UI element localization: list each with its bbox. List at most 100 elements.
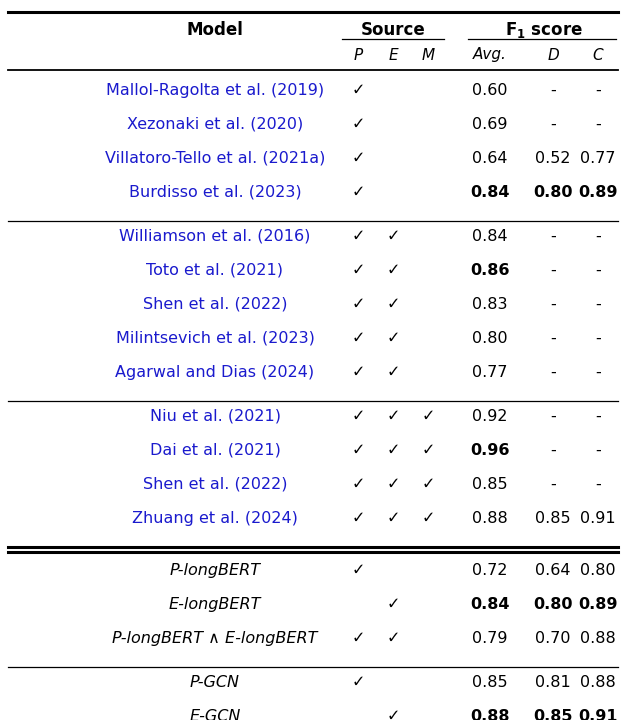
Text: ✓: ✓ [351,263,365,278]
Text: P-GCN: P-GCN [190,675,240,690]
Text: 0.70: 0.70 [535,631,571,646]
Text: Shen et al. (2022): Shen et al. (2022) [143,477,287,492]
Text: 0.69: 0.69 [472,117,508,132]
Text: P-longBERT ∧ E-longBERT: P-longBERT ∧ E-longBERT [112,631,317,646]
Text: ✓: ✓ [421,409,434,424]
Text: 0.91: 0.91 [578,709,618,720]
Text: -: - [595,443,601,458]
Text: Williamson et al. (2016): Williamson et al. (2016) [120,229,310,244]
Text: -: - [550,409,556,424]
Text: ✓: ✓ [351,409,365,424]
Text: E: E [388,48,398,63]
Text: ✓: ✓ [386,365,399,380]
Text: -: - [595,229,601,244]
Text: Toto et al. (2021): Toto et al. (2021) [146,263,284,278]
Text: ✓: ✓ [351,331,365,346]
Text: 0.88: 0.88 [472,511,508,526]
Text: ✓: ✓ [351,151,365,166]
Text: ✓: ✓ [351,563,365,578]
Text: 0.80: 0.80 [580,563,616,578]
Text: M: M [421,48,434,63]
Text: ✓: ✓ [421,477,434,492]
Text: -: - [595,331,601,346]
Text: 0.84: 0.84 [470,185,510,200]
Text: Milintsevich et al. (2023): Milintsevich et al. (2023) [116,331,314,346]
Text: ✓: ✓ [386,597,399,612]
Text: ✓: ✓ [351,83,365,98]
Text: ✓: ✓ [386,229,399,244]
Text: C: C [593,48,603,63]
Text: ✓: ✓ [386,297,399,312]
Text: Avg.: Avg. [473,48,507,63]
Text: Model: Model [187,21,244,39]
Text: ✓: ✓ [351,117,365,132]
Text: ✓: ✓ [386,263,399,278]
Text: 0.88: 0.88 [580,675,616,690]
Text: 0.89: 0.89 [578,597,618,612]
Text: ✓: ✓ [386,477,399,492]
Text: -: - [550,229,556,244]
Text: -: - [550,263,556,278]
Text: 0.84: 0.84 [470,597,510,612]
Text: ✓: ✓ [351,365,365,380]
Text: 0.85: 0.85 [472,675,508,690]
Text: ✓: ✓ [351,229,365,244]
Text: Niu et al. (2021): Niu et al. (2021) [150,409,280,424]
Text: Xezonaki et al. (2020): Xezonaki et al. (2020) [127,117,303,132]
Text: ✓: ✓ [351,511,365,526]
Text: Mallol-Ragolta et al. (2019): Mallol-Ragolta et al. (2019) [106,83,324,98]
Text: 0.88: 0.88 [580,631,616,646]
Text: 0.64: 0.64 [535,563,571,578]
Text: ✓: ✓ [351,297,365,312]
Text: ✓: ✓ [386,409,399,424]
Text: Source: Source [361,21,426,39]
Text: -: - [550,331,556,346]
Text: 0.72: 0.72 [472,563,508,578]
Text: -: - [595,263,601,278]
Text: -: - [595,477,601,492]
Text: 0.80: 0.80 [472,331,508,346]
Text: -: - [550,83,556,98]
Text: Zhuang et al. (2024): Zhuang et al. (2024) [132,511,298,526]
Text: 0.80: 0.80 [533,597,573,612]
Text: -: - [595,117,601,132]
Text: Burdisso et al. (2023): Burdisso et al. (2023) [129,185,301,200]
Text: ✓: ✓ [386,511,399,526]
Text: -: - [595,83,601,98]
Text: ✓: ✓ [386,709,399,720]
Text: E-longBERT: E-longBERT [169,597,261,612]
Text: Shen et al. (2022): Shen et al. (2022) [143,297,287,312]
Text: ✓: ✓ [351,185,365,200]
Text: 0.52: 0.52 [535,151,571,166]
Text: 0.85: 0.85 [535,511,571,526]
Text: 0.85: 0.85 [472,477,508,492]
Text: 0.96: 0.96 [470,443,510,458]
Text: ✓: ✓ [386,631,399,646]
Text: ✓: ✓ [386,443,399,458]
Text: $\mathbf{F_1}$ score: $\mathbf{F_1}$ score [505,20,583,40]
Text: 0.84: 0.84 [472,229,508,244]
Text: 0.64: 0.64 [472,151,508,166]
Text: 0.89: 0.89 [578,185,618,200]
Text: 0.86: 0.86 [470,263,510,278]
Text: ✓: ✓ [421,443,434,458]
Text: Agarwal and Dias (2024): Agarwal and Dias (2024) [115,365,314,380]
Text: -: - [550,477,556,492]
Text: E-GCN: E-GCN [189,709,240,720]
Text: 0.91: 0.91 [580,511,616,526]
Text: -: - [595,297,601,312]
Text: -: - [550,365,556,380]
Text: -: - [550,443,556,458]
Text: -: - [595,365,601,380]
Text: ✓: ✓ [351,675,365,690]
Text: 0.79: 0.79 [472,631,508,646]
Text: 0.83: 0.83 [472,297,508,312]
Text: 0.81: 0.81 [535,675,571,690]
Text: ✓: ✓ [351,443,365,458]
Text: Dai et al. (2021): Dai et al. (2021) [150,443,280,458]
Text: P-longBERT: P-longBERT [170,563,260,578]
Text: 0.77: 0.77 [472,365,508,380]
Text: ✓: ✓ [351,631,365,646]
Text: 0.60: 0.60 [472,83,508,98]
Text: P: P [353,48,362,63]
